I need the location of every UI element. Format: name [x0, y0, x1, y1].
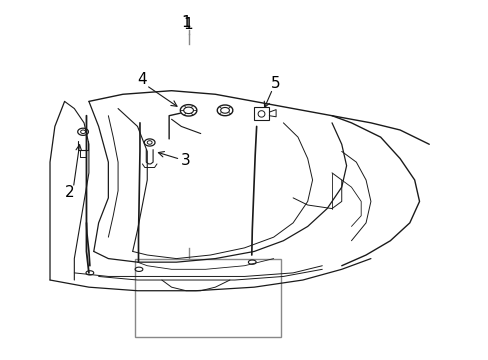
Text: 5: 5	[271, 76, 280, 91]
Bar	[135, 258, 281, 337]
Bar	[253, 108, 269, 120]
Text: 1: 1	[181, 15, 191, 30]
Text: 2: 2	[64, 185, 74, 200]
Text: 3: 3	[181, 153, 191, 168]
Text: 4: 4	[137, 72, 147, 87]
Text: 1: 1	[183, 17, 193, 32]
